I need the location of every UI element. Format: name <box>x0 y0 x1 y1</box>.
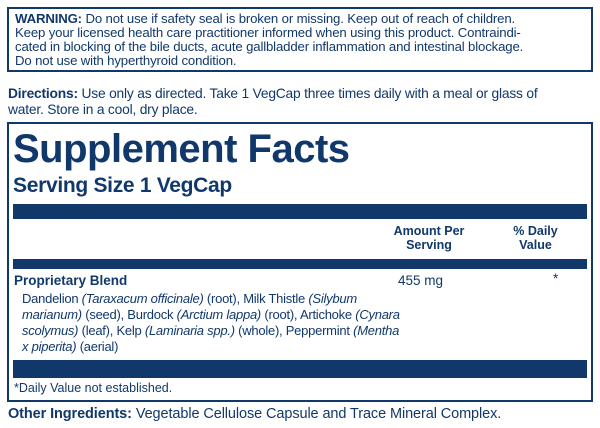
ingredient-daily-value: * <box>553 271 559 286</box>
serving-size: Serving Size 1 VegCap <box>13 174 232 197</box>
ingredient-amount: 455 mg <box>398 273 444 288</box>
supplement-facts-title: Supplement Facts <box>13 127 350 171</box>
table-row-proprietary-blend: Proprietary Blend 455 mg * <box>13 269 587 290</box>
warning-box: WARNING: Do not use if safety seal is br… <box>7 7 593 72</box>
ingredient-name: Proprietary Blend <box>14 273 128 288</box>
column-header-amount-per-serving: Amount Per Serving <box>393 224 465 252</box>
directions-text: Directions: Use only as directed. Take 1… <box>8 86 538 117</box>
divider-bar-header <box>13 259 587 269</box>
other-ingredients-text: Other Ingredients: Vegetable Cellulose C… <box>8 406 502 422</box>
daily-value-footnote: *Daily Value not established. <box>14 381 173 395</box>
divider-bar-top <box>13 204 587 219</box>
divider-bar-bottom <box>13 360 587 378</box>
column-header-percent-daily-value: % Daily Value <box>513 224 558 252</box>
table-header-row: Amount Per Serving % Daily Value <box>13 219 587 256</box>
blend-components-text: Dandelion (Taraxacum officinale) (root),… <box>22 291 400 354</box>
supplement-facts-panel: Supplement Facts Serving Size 1 VegCap A… <box>7 122 593 402</box>
